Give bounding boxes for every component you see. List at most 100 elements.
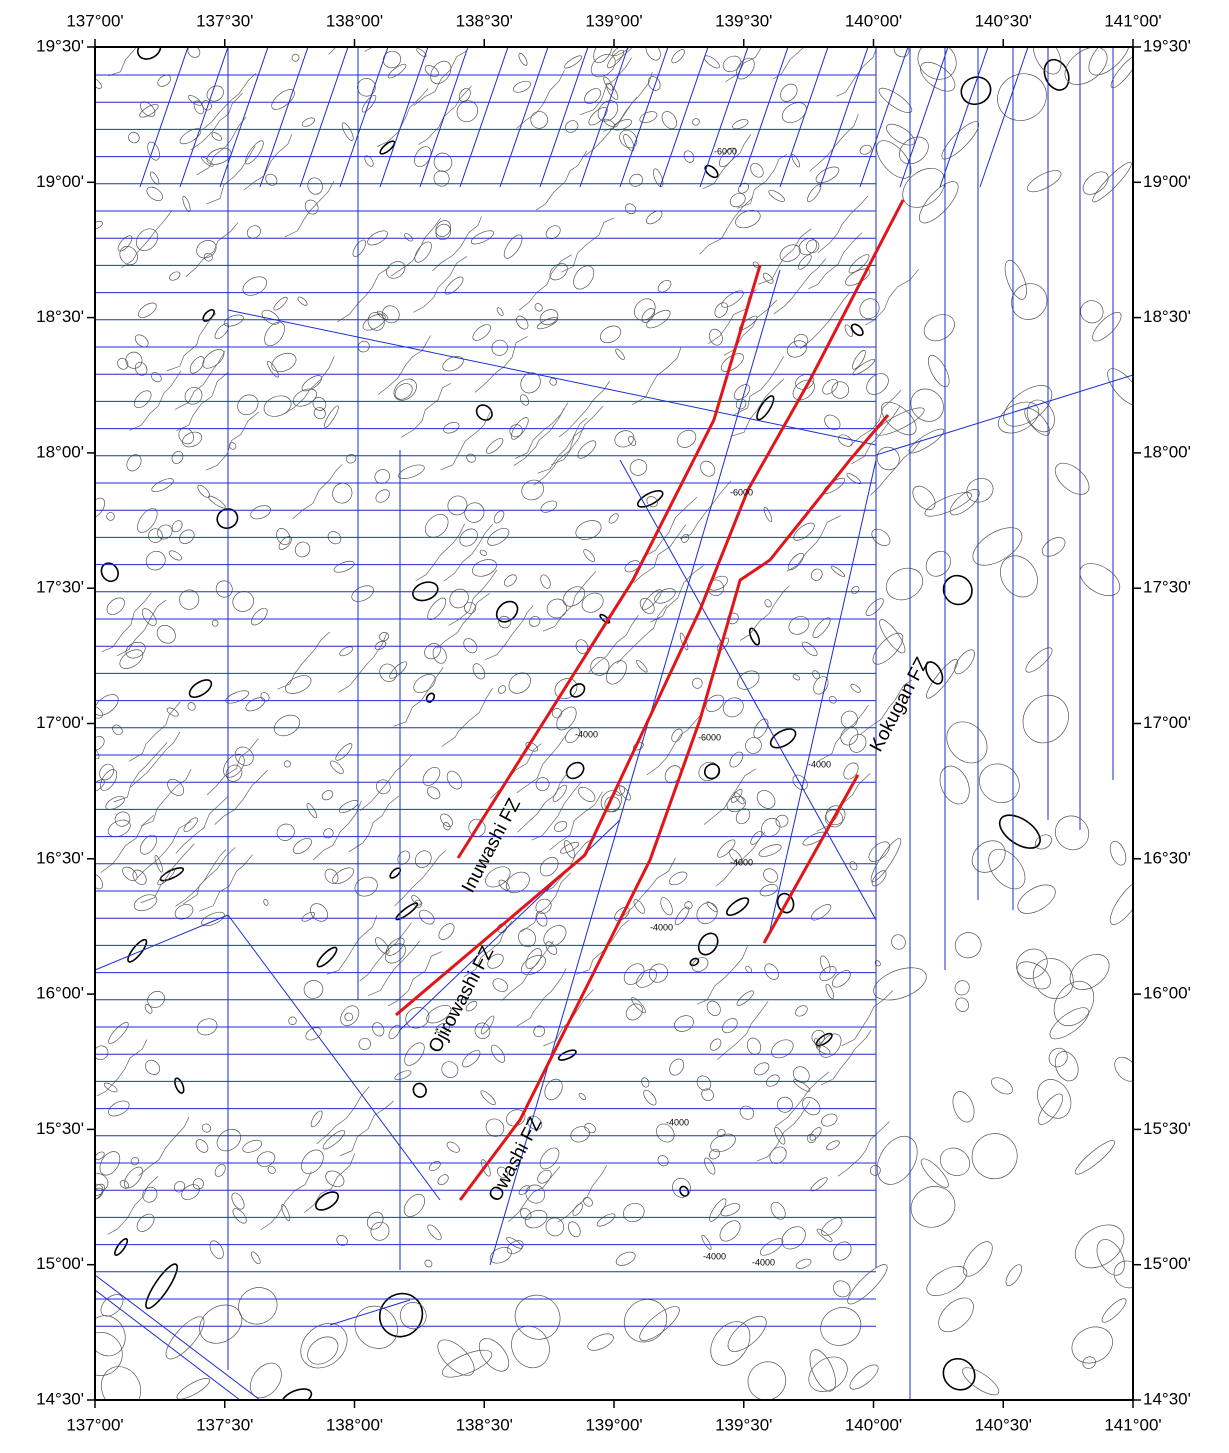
contour <box>201 1123 212 1133</box>
contour <box>584 96 638 157</box>
contour <box>650 565 704 623</box>
contour <box>614 906 630 922</box>
contour <box>689 957 700 967</box>
contour <box>187 702 196 711</box>
contour <box>942 574 973 606</box>
contour <box>491 339 508 356</box>
contour <box>147 991 165 1008</box>
ship-track <box>875 374 1133 456</box>
contour <box>379 663 397 682</box>
contour <box>565 761 585 780</box>
contour <box>646 309 671 329</box>
contour <box>192 1178 204 1190</box>
contour <box>379 632 389 642</box>
x-tick-label: 138°30' <box>456 1415 513 1434</box>
contour <box>165 1316 205 1360</box>
contour <box>1054 815 1090 851</box>
contour <box>136 47 162 60</box>
contour <box>335 743 353 761</box>
contour <box>442 1349 493 1378</box>
contour <box>672 1177 691 1198</box>
contour <box>710 1133 736 1153</box>
contour <box>809 114 859 172</box>
contour <box>462 1049 481 1068</box>
contour <box>849 861 858 871</box>
contour <box>780 83 798 102</box>
contour <box>128 701 181 762</box>
contour <box>821 1217 843 1236</box>
contour <box>756 395 775 421</box>
contour <box>1037 1079 1072 1119</box>
y-tick-label: 15°30' <box>36 1119 84 1138</box>
contour <box>465 1000 478 1012</box>
contour <box>137 821 192 879</box>
contour <box>506 1240 524 1254</box>
contour <box>382 50 402 69</box>
contour <box>920 61 956 92</box>
contour <box>1043 58 1070 91</box>
contour <box>305 1027 322 1041</box>
contour <box>470 230 495 245</box>
contour <box>722 55 742 73</box>
contour <box>881 401 917 436</box>
ship-track <box>379 47 429 188</box>
x-tick-label: 138°00' <box>326 11 383 30</box>
contour <box>435 1023 450 1034</box>
contour <box>468 818 486 837</box>
contour-label: -4000 <box>808 759 831 769</box>
contour <box>166 313 217 372</box>
contour <box>174 903 194 920</box>
contour <box>908 428 945 454</box>
contour <box>809 1349 836 1392</box>
contour <box>579 57 632 116</box>
contour <box>966 477 994 503</box>
contour <box>497 923 508 934</box>
contour <box>497 1166 508 1179</box>
contour <box>147 141 160 161</box>
contour <box>704 1157 716 1175</box>
contour <box>706 901 718 913</box>
contour <box>185 222 239 278</box>
contour <box>145 550 166 571</box>
contour <box>485 1118 505 1137</box>
contour <box>851 405 901 465</box>
contour <box>539 309 559 326</box>
contour <box>313 800 362 861</box>
contour <box>276 528 291 546</box>
contour <box>615 348 625 360</box>
contour <box>432 646 447 664</box>
contour <box>183 847 236 905</box>
contour <box>619 785 631 801</box>
contour <box>614 430 635 448</box>
contour <box>824 414 841 431</box>
contour <box>816 1228 833 1243</box>
y-tick-label: 19°00' <box>36 172 84 191</box>
contour <box>939 1147 971 1176</box>
contour <box>294 541 311 558</box>
contour <box>202 308 215 322</box>
contour <box>925 550 951 577</box>
contour <box>820 1307 862 1346</box>
contour <box>148 528 163 543</box>
ship-track <box>95 1274 261 1400</box>
contour <box>166 707 179 717</box>
contour <box>535 150 587 211</box>
contour <box>518 928 536 948</box>
contour <box>771 1039 794 1059</box>
contour <box>430 60 452 85</box>
contour <box>715 831 766 887</box>
contour <box>245 140 264 165</box>
contour <box>433 170 450 187</box>
contour <box>138 1116 190 1177</box>
contour <box>631 997 646 1014</box>
contour <box>1017 884 1056 914</box>
contour <box>1049 1007 1090 1040</box>
contour <box>575 919 630 975</box>
contour <box>524 1209 548 1229</box>
contour <box>146 186 163 202</box>
contour-label: -4000 <box>752 1257 775 1267</box>
contour <box>508 672 531 694</box>
ship-track <box>779 47 829 188</box>
contour <box>117 357 129 370</box>
